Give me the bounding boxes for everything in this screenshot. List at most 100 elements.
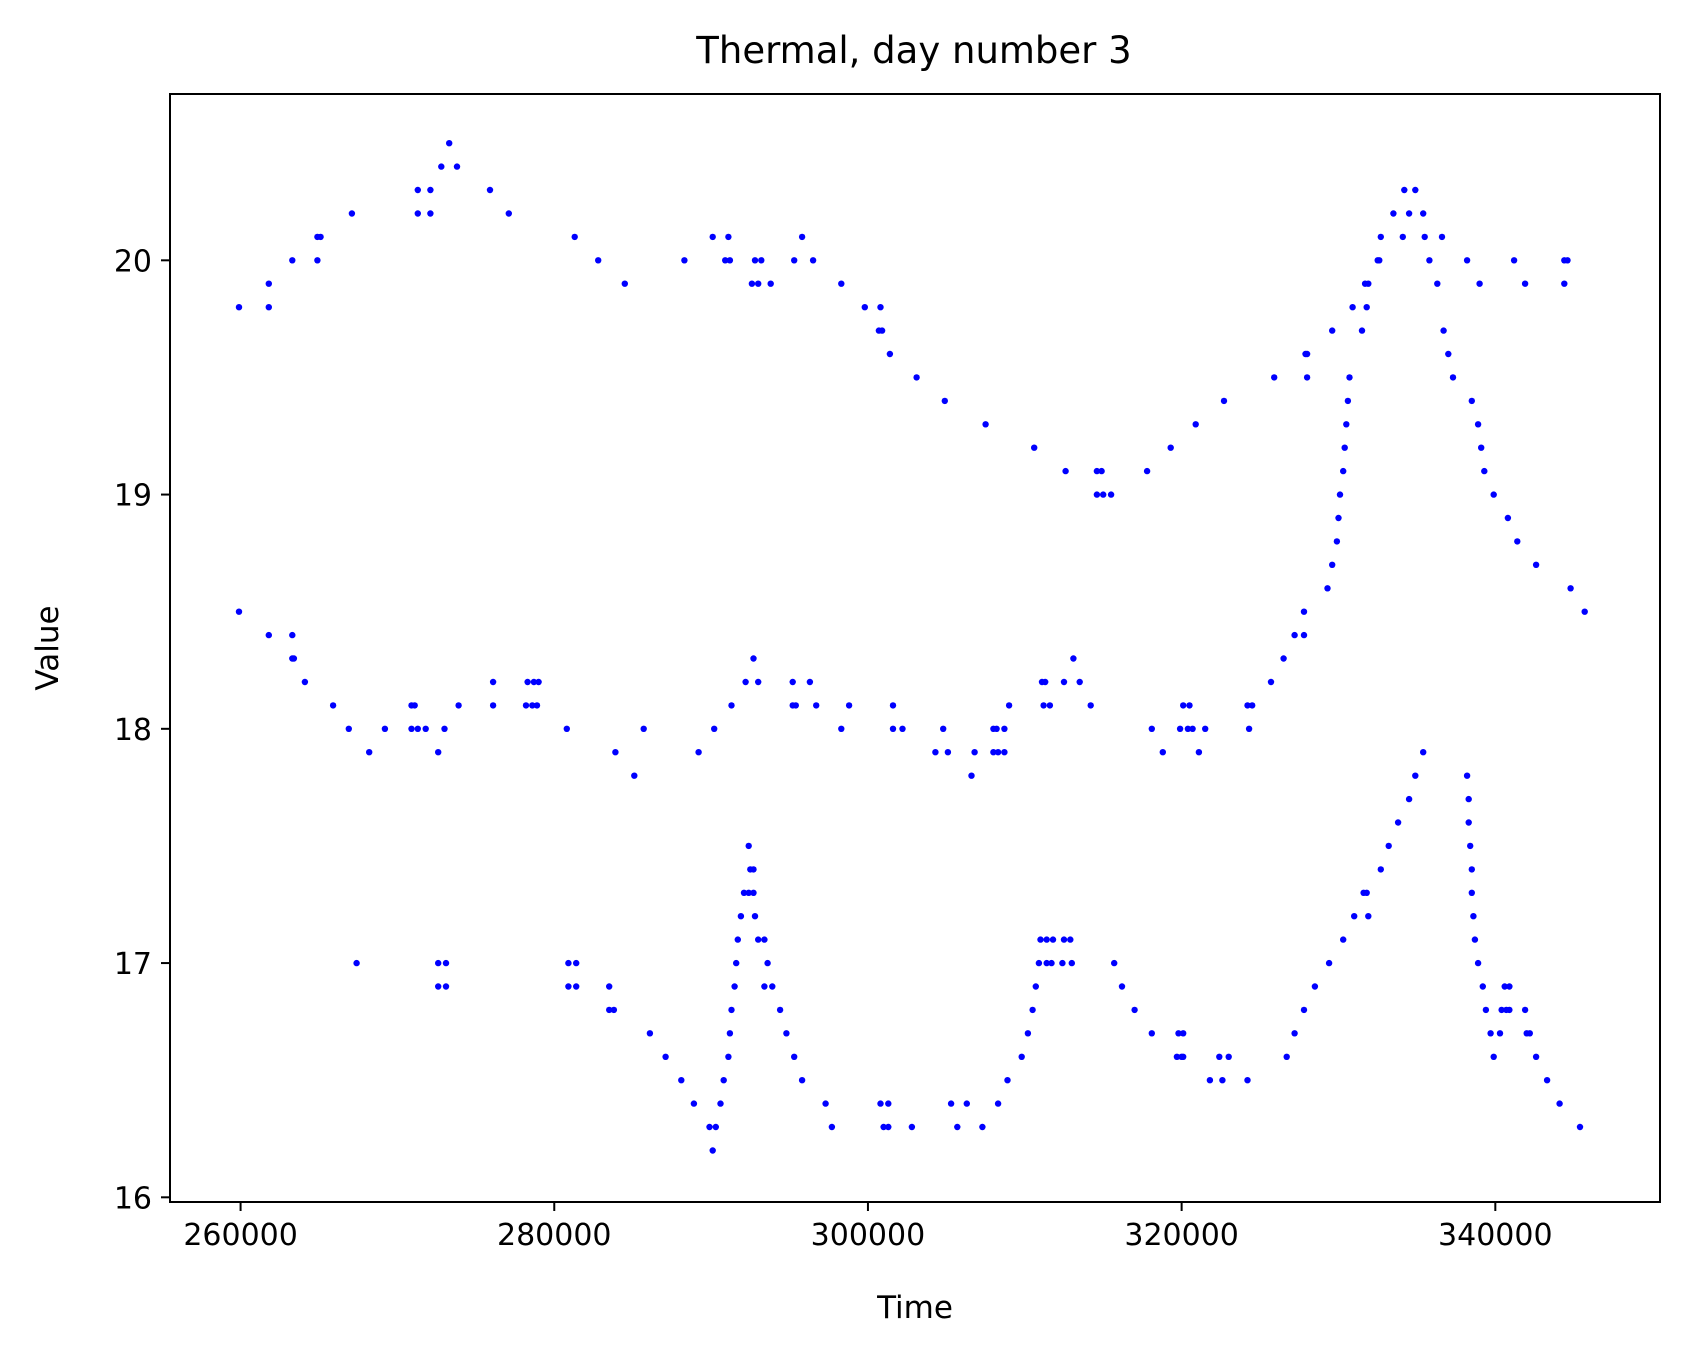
data-point [761, 936, 768, 943]
data-point [1556, 1100, 1563, 1107]
data-point [595, 257, 602, 264]
data-point [722, 257, 729, 264]
data-point [1043, 959, 1050, 967]
data-point [745, 842, 752, 850]
data-point [435, 983, 442, 990]
data-point [994, 1100, 1002, 1107]
data-point [755, 280, 762, 287]
data-point [728, 1006, 735, 1014]
data-point [1471, 936, 1479, 943]
y-tick-label: 17 [114, 947, 152, 982]
data-point [314, 257, 321, 264]
data-point [1087, 702, 1094, 709]
data-point [791, 1053, 798, 1061]
data-point [783, 1030, 790, 1037]
data-point [678, 1077, 685, 1084]
data-point [1567, 585, 1574, 592]
data-point [524, 678, 531, 686]
data-point [789, 678, 796, 686]
data-point [798, 233, 806, 241]
data-point [489, 702, 497, 709]
data-point [1303, 350, 1311, 358]
data-point [1340, 936, 1347, 943]
data-point [1283, 1053, 1290, 1061]
data-point [734, 936, 741, 943]
data-point [731, 983, 738, 990]
data-point [1564, 257, 1571, 264]
data-point [366, 749, 373, 756]
data-point [1479, 983, 1487, 990]
data-point [1394, 819, 1402, 826]
x-tick-label: 320000 [1124, 1218, 1239, 1253]
data-point [1267, 678, 1275, 686]
data-point [606, 983, 613, 990]
data-point [1148, 725, 1156, 732]
data-point [993, 725, 1000, 732]
data-point [709, 233, 716, 241]
data-point [486, 186, 494, 194]
data-point [522, 702, 530, 709]
data-point [1046, 702, 1054, 709]
data-point [1365, 913, 1372, 920]
data-point [755, 936, 762, 943]
data-point [751, 257, 759, 264]
data-point [1377, 233, 1385, 241]
x-axis-ticks: 260000 280000 300000 320000 340000 [183, 1202, 1553, 1253]
data-point [631, 772, 638, 779]
data-point [932, 749, 939, 756]
data-point [720, 1077, 727, 1084]
data-point [1107, 491, 1115, 498]
data-point [717, 1100, 724, 1107]
data-point [1070, 655, 1077, 662]
data-point [979, 1123, 986, 1131]
data-point [1341, 444, 1348, 451]
data-point [427, 186, 434, 194]
data-point [913, 374, 920, 381]
data-point [944, 749, 952, 756]
data-point [1189, 725, 1196, 732]
data-point [1363, 304, 1370, 311]
data-point [1376, 257, 1383, 264]
data-point [290, 655, 298, 662]
data-point [1521, 1006, 1529, 1014]
data-point [1029, 1006, 1036, 1014]
data-point [265, 631, 272, 639]
data-point [414, 210, 421, 217]
data-point [1468, 889, 1476, 896]
data-point [435, 749, 442, 756]
data-point [1173, 1053, 1181, 1061]
data-point [711, 725, 718, 732]
data-point [982, 421, 989, 428]
data-point [1526, 1030, 1534, 1037]
data-point [1474, 959, 1482, 967]
data-point [733, 959, 740, 967]
data-point [1048, 959, 1055, 967]
data-point [1291, 1030, 1298, 1037]
data-point [755, 678, 762, 686]
data-point [1438, 233, 1446, 241]
data-point [1176, 725, 1184, 732]
data-point [1202, 725, 1209, 732]
data-point [899, 725, 906, 732]
data-point [1532, 561, 1540, 568]
data-point [265, 280, 272, 287]
data-point [1043, 936, 1050, 943]
data-point [1420, 210, 1427, 217]
data-point [662, 1053, 669, 1061]
x-tick-label: 260000 [183, 1218, 298, 1253]
data-point [1490, 1053, 1497, 1061]
data-point [1421, 233, 1428, 241]
data-point [1440, 327, 1447, 334]
data-point [877, 1100, 884, 1107]
data-point [1325, 959, 1333, 967]
data-point [1037, 936, 1044, 943]
data-point [838, 280, 845, 287]
data-point [813, 702, 820, 709]
data-point [941, 397, 948, 405]
data-point [573, 983, 580, 990]
data-point [889, 725, 897, 732]
data-point [1180, 1030, 1187, 1037]
data-point [530, 678, 538, 686]
data-point [414, 186, 421, 194]
